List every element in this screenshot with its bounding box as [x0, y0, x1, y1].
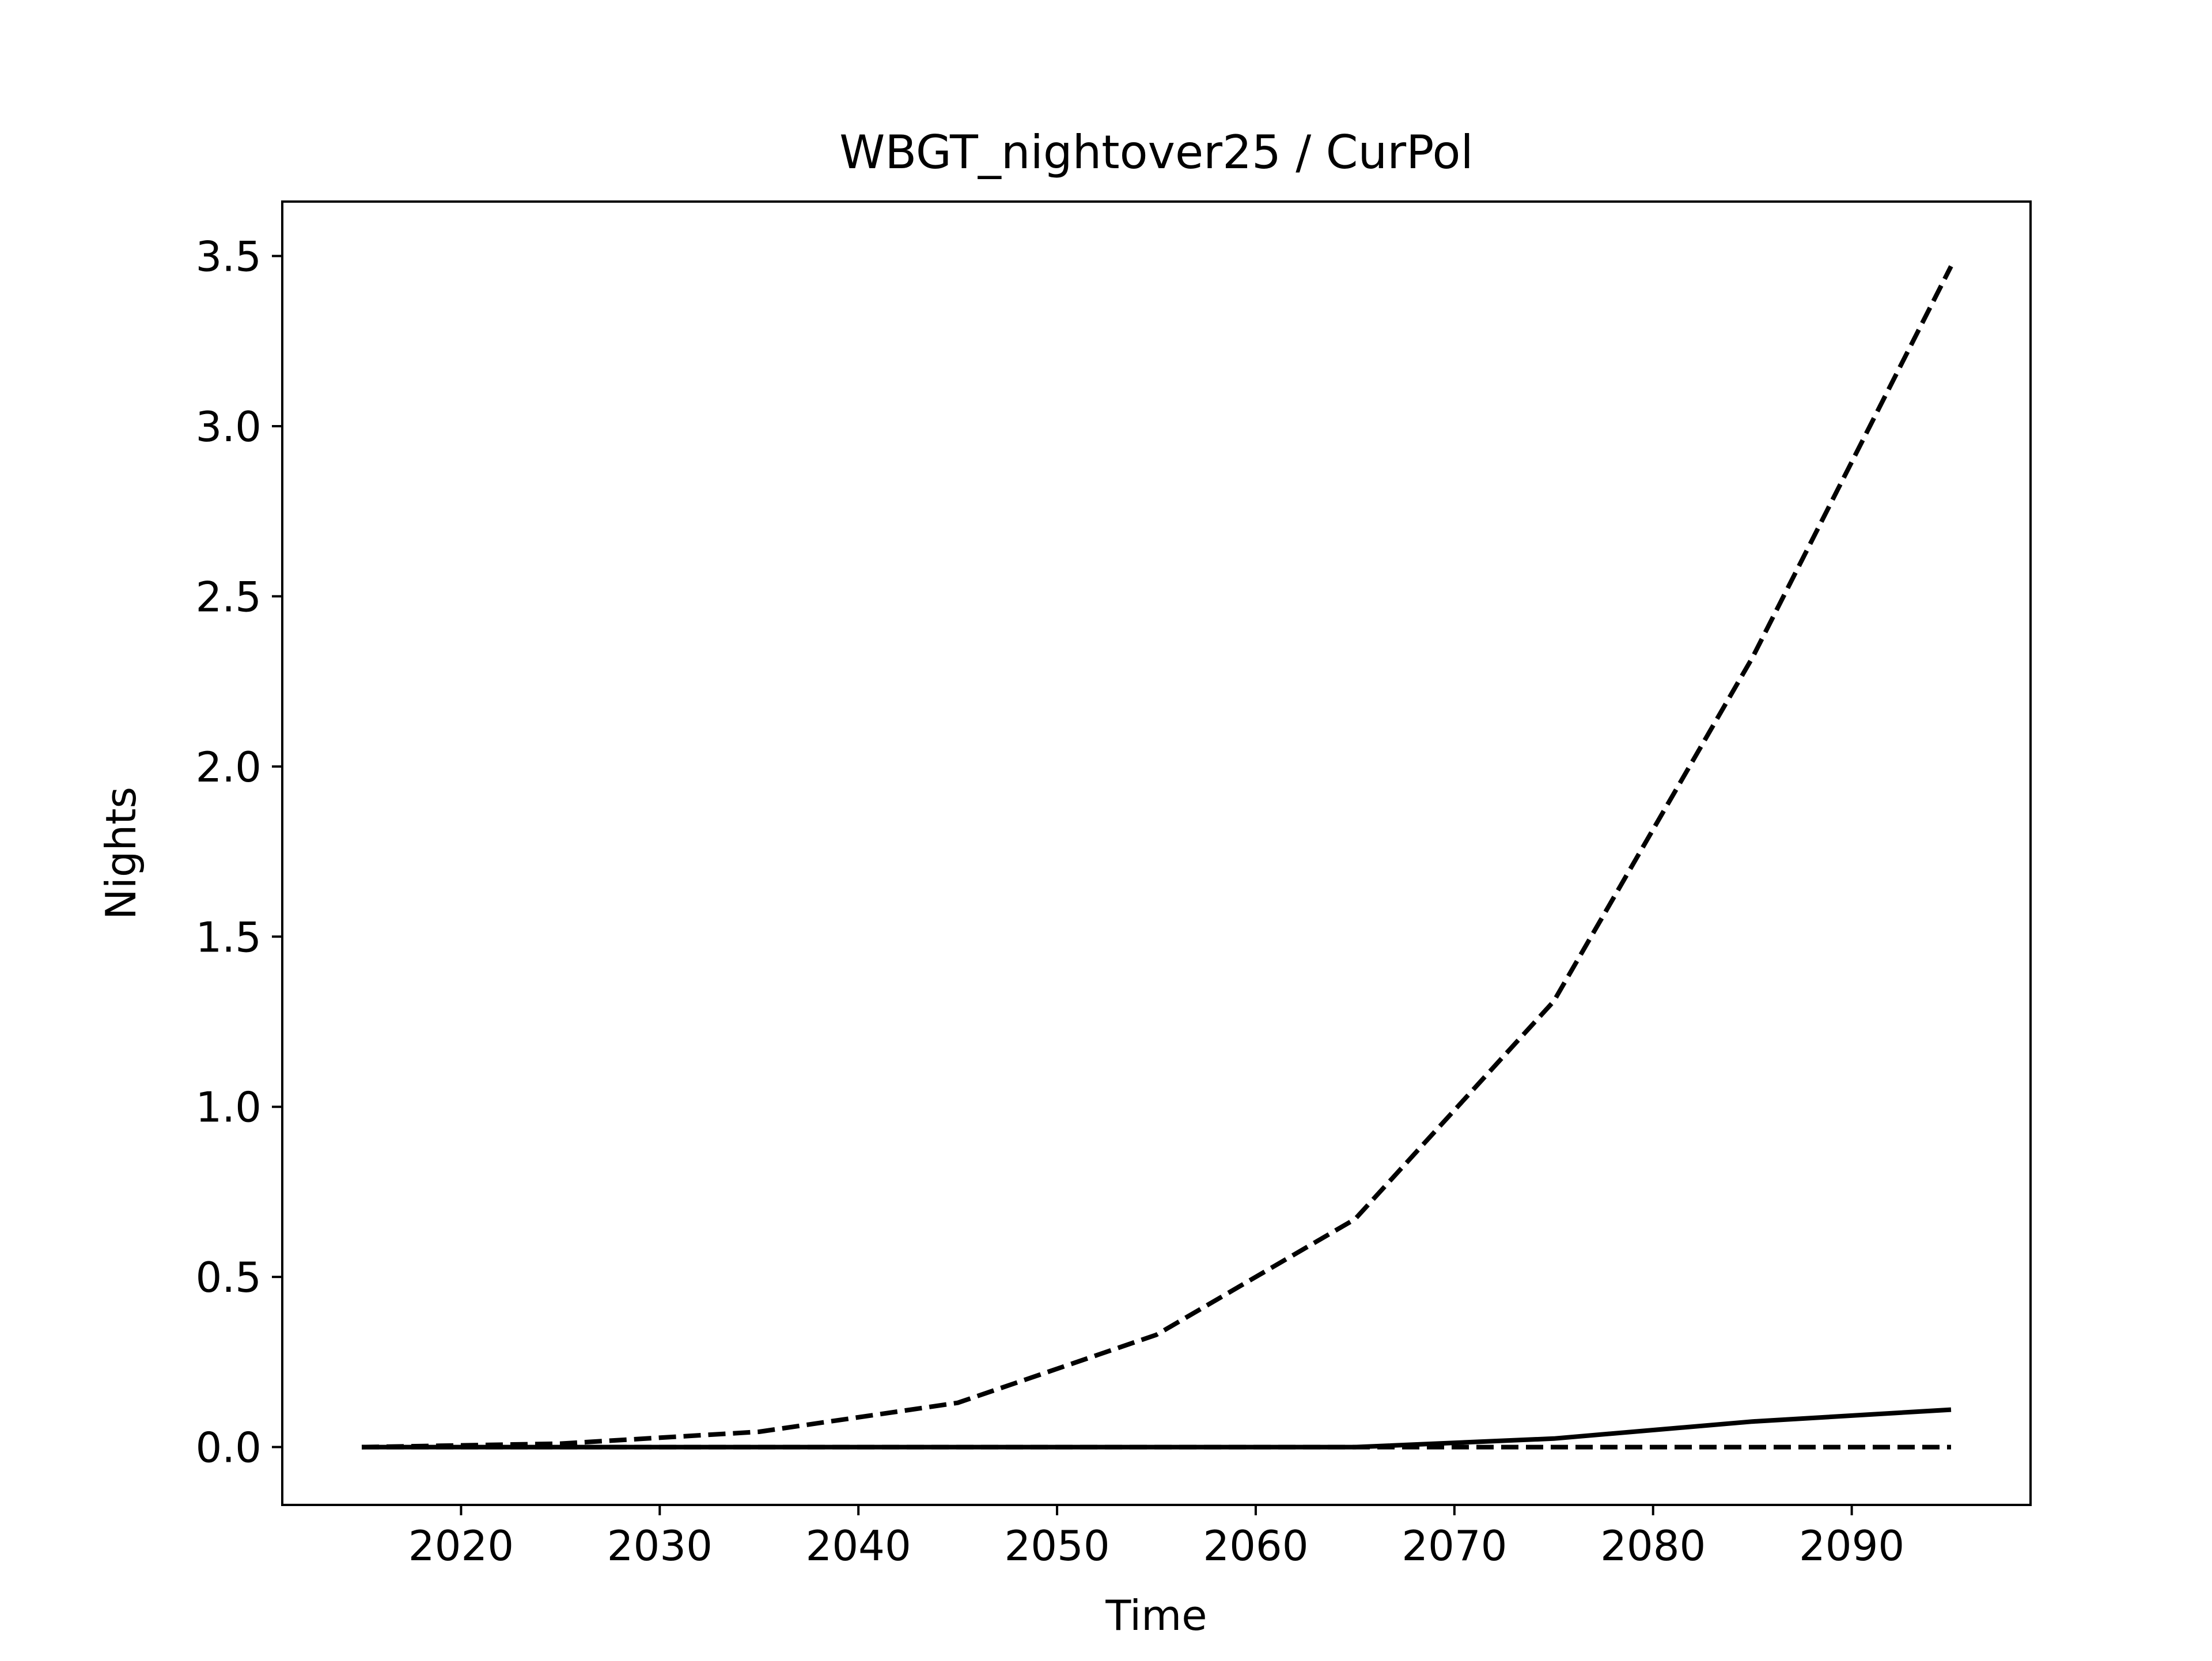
x-tick-label: 2030	[607, 1522, 713, 1570]
plot-frame	[281, 200, 2032, 1506]
x-axis-ticks: 2020 2030 2040 2050 2060 2070 2080 2090	[408, 1505, 1904, 1570]
y-tick-label: 3.5	[195, 233, 262, 281]
series-layer	[361, 265, 1953, 1450]
x-tick-label: 2020	[408, 1522, 514, 1570]
y-axis-label: Nights	[97, 787, 145, 920]
y-tick-label: 2.5	[195, 572, 262, 621]
chart-title: WBGT_nightover25 / CurPol	[839, 126, 1473, 179]
x-tick-label: 2040	[806, 1522, 911, 1570]
x-tick-label: 2070	[1402, 1522, 1507, 1570]
y-tick-label: 1.0	[195, 1083, 262, 1132]
y-tick-label: 1.5	[195, 913, 262, 961]
x-axis-label: Time	[1105, 1591, 1207, 1640]
y-axis-ticks: 0.0 0.5 1.0 1.5 2.0 2.5 3.0 3.5	[195, 233, 282, 1472]
y-tick-label: 3.0	[195, 403, 262, 451]
y-tick-label: 0.0	[195, 1424, 262, 1472]
x-tick-label: 2090	[1799, 1522, 1904, 1570]
x-tick-label: 2080	[1600, 1522, 1706, 1570]
x-tick-label: 2060	[1203, 1522, 1308, 1570]
series-line-2	[362, 1407, 1952, 1450]
x-tick-label: 2050	[1004, 1522, 1109, 1570]
series-line-1	[361, 265, 1953, 1450]
y-tick-label: 0.5	[195, 1253, 262, 1302]
y-tick-label: 2.0	[195, 743, 262, 791]
